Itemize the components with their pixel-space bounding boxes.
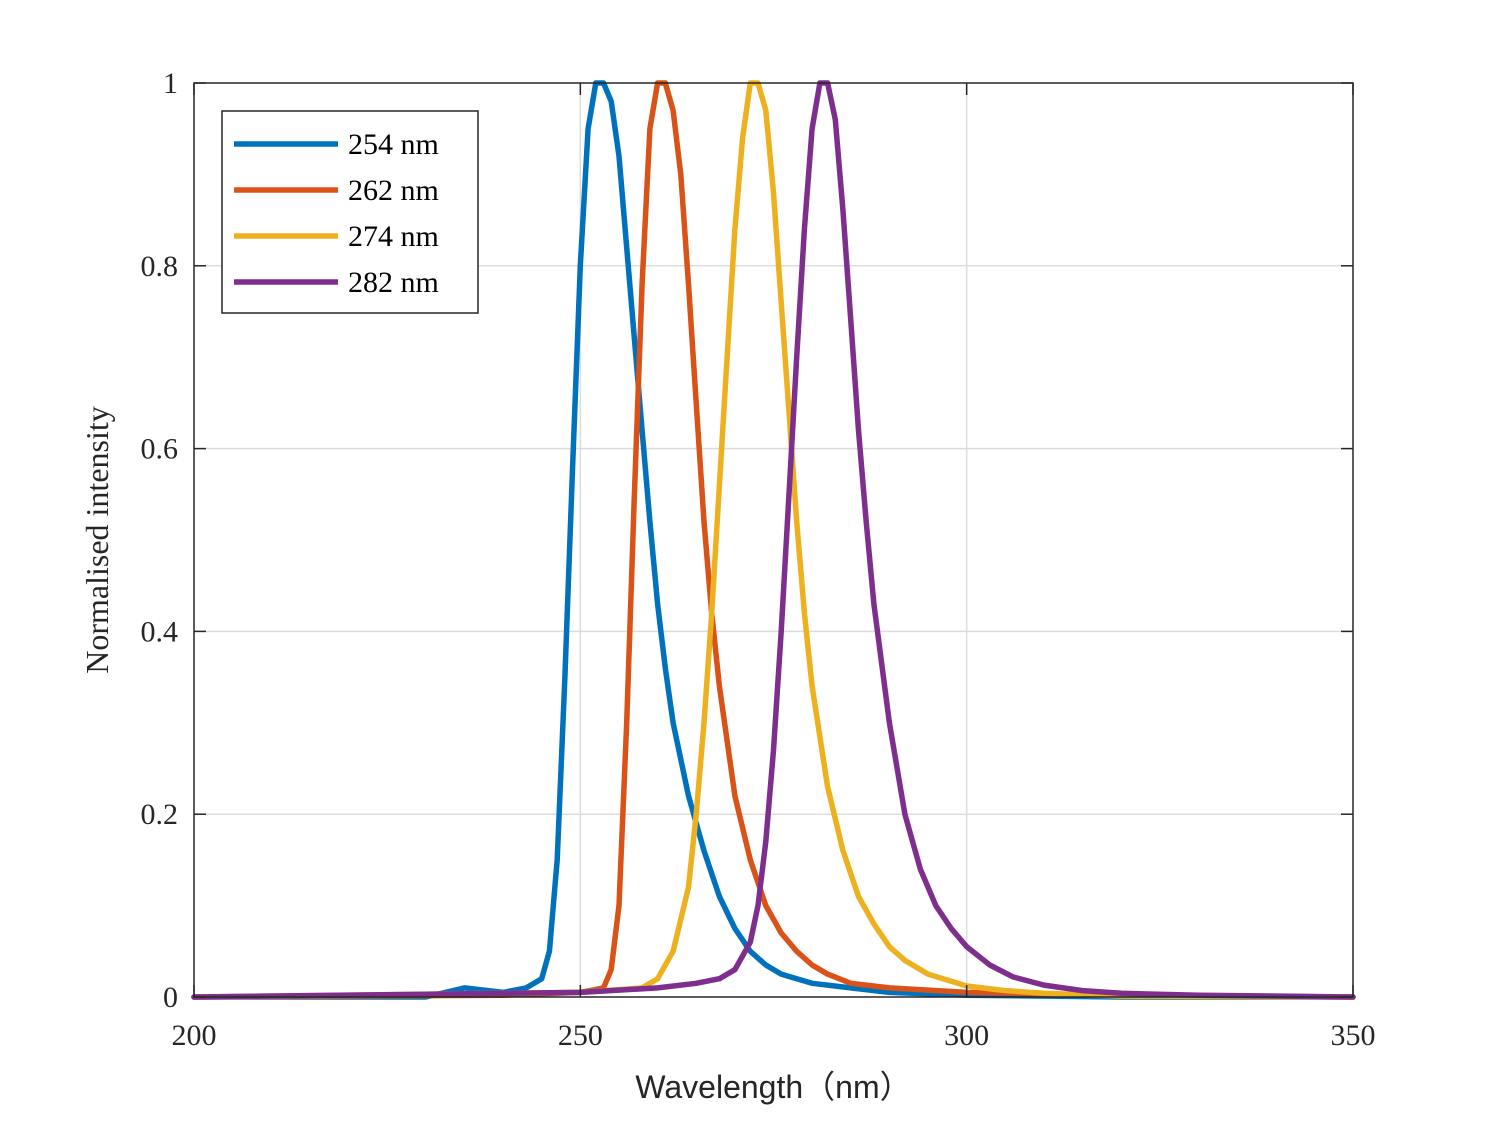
x-tick-label: 250 — [558, 1019, 603, 1052]
y-tick-label: 0.6 — [141, 433, 179, 466]
legend-label: 262 nm — [348, 174, 439, 207]
x-tick-label: 300 — [944, 1019, 989, 1052]
x-tick-labels: 200 250 300 350 — [172, 1019, 1376, 1052]
y-tick-labels: 0 0.2 0.4 0.6 0.8 1 — [141, 67, 179, 1014]
x-axis-label: Wavelength（nm） — [635, 1069, 911, 1105]
series-lines — [191, 80, 1356, 1000]
series-line-282-nm — [191, 80, 1356, 1000]
axis-ticks — [193, 82, 1354, 998]
y-tick-label: 0 — [163, 981, 178, 1014]
y-axis-label: Normalised intensity — [79, 406, 115, 674]
series-line-274-nm — [191, 80, 1356, 1000]
legend-label: 282 nm — [348, 266, 439, 299]
x-tick-label: 200 — [172, 1019, 217, 1052]
y-tick-label: 0.8 — [141, 250, 179, 283]
y-tick-label: 0.2 — [141, 798, 179, 831]
legend: 254 nm 262 nm 274 nm 282 nm — [221, 110, 479, 314]
series-line-262-nm — [191, 80, 1356, 1000]
legend-label: 254 nm — [348, 128, 439, 161]
y-tick-label: 1 — [163, 67, 178, 100]
x-tick-label: 350 — [1331, 1019, 1376, 1052]
series-line-254-nm — [191, 80, 1356, 1000]
legend-label: 274 nm — [348, 220, 439, 253]
plot-area-frame — [193, 82, 1354, 998]
y-tick-label: 0.4 — [141, 615, 179, 648]
